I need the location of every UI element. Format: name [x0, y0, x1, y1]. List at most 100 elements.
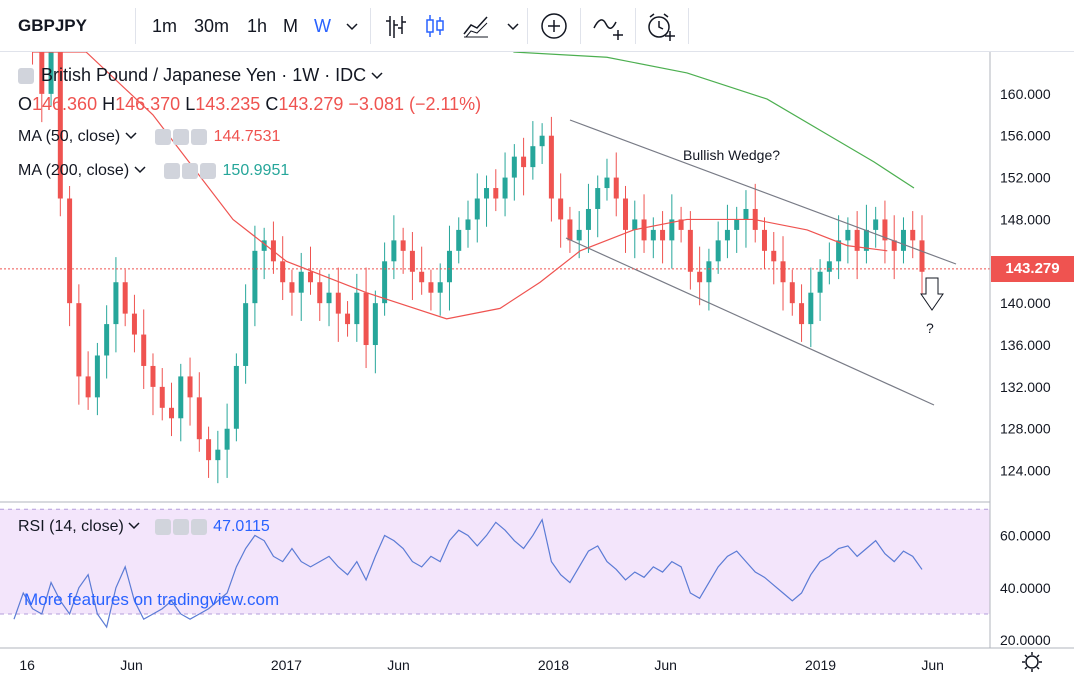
candle-body[interactable]	[678, 219, 684, 230]
candle-body[interactable]	[604, 177, 610, 189]
candle-body[interactable]	[715, 240, 721, 262]
chevron-down-icon[interactable]	[344, 12, 360, 40]
candle-body[interactable]	[363, 292, 369, 346]
candle-body[interactable]	[521, 156, 527, 168]
ma50-line[interactable]	[32, 51, 888, 320]
gear-icon[interactable]	[1022, 652, 1042, 672]
candle-body[interactable]	[298, 271, 304, 293]
candle-body[interactable]	[650, 229, 656, 241]
indicators-icon[interactable]	[592, 12, 626, 42]
candle-body[interactable]	[141, 334, 147, 366]
promo-link[interactable]: More features on tradingview.com	[24, 590, 280, 609]
candle-body[interactable]	[919, 240, 925, 272]
area-chart-icon[interactable]	[462, 12, 490, 40]
candle-body[interactable]	[76, 303, 82, 377]
rsi-label[interactable]: RSI (14, close)	[18, 518, 124, 535]
candle-body[interactable]	[854, 229, 860, 251]
symbol-search-button[interactable]: GBPJPY	[18, 16, 87, 35]
candle-body[interactable]	[660, 229, 666, 241]
chart-legend-title[interactable]: British Pound / Japanese Yen · 1W · IDC	[18, 65, 383, 86]
wedge-lower-trendline[interactable]	[565, 237, 935, 406]
candle-body[interactable]	[391, 240, 397, 262]
candle-body[interactable]	[159, 386, 165, 408]
data-window-icon[interactable]	[18, 68, 34, 85]
chevron-down-icon[interactable]	[128, 521, 140, 531]
candle-body[interactable]	[345, 313, 351, 325]
candle-body[interactable]	[576, 229, 582, 241]
candle-body[interactable]	[178, 376, 184, 419]
visibility-eye-icon[interactable]	[155, 128, 172, 145]
candle-body[interactable]	[382, 261, 388, 304]
candle-body[interactable]	[122, 282, 128, 314]
candle-body[interactable]	[558, 198, 564, 220]
candle-body[interactable]	[196, 397, 202, 440]
candle-body[interactable]	[623, 198, 629, 230]
visibility-eye-icon[interactable]	[164, 162, 181, 179]
chevron-down-icon[interactable]	[505, 12, 521, 40]
candle-body[interactable]	[326, 292, 332, 304]
ma200-line[interactable]	[513, 51, 915, 189]
candle-body[interactable]	[493, 188, 499, 199]
remove-close-icon[interactable]	[191, 128, 208, 145]
wedge-annotation[interactable]: Bullish Wedge?	[683, 147, 780, 163]
candle-body[interactable]	[817, 271, 823, 293]
candle-body[interactable]	[67, 198, 73, 304]
candle-body[interactable]	[354, 292, 360, 325]
down-arrow-annotation[interactable]	[920, 277, 944, 311]
candle-body[interactable]	[900, 229, 906, 251]
candle-body[interactable]	[233, 365, 239, 429]
candle-body[interactable]	[289, 282, 295, 293]
candle-body[interactable]	[187, 376, 193, 398]
candle-body[interactable]	[761, 229, 767, 251]
candle-body[interactable]	[280, 261, 286, 283]
interval-1h-button[interactable]: 1h	[247, 16, 268, 36]
ma50-label[interactable]: MA (50, close)	[18, 128, 121, 145]
candle-body[interactable]	[585, 208, 591, 230]
interval-1m-button[interactable]: 1m	[152, 16, 178, 36]
remove-close-icon[interactable]	[190, 518, 207, 535]
ma200-label[interactable]: MA (200, close)	[18, 162, 130, 179]
ma200-legend[interactable]: MA (200, close) 150.9951	[18, 162, 289, 180]
remove-close-icon[interactable]	[200, 162, 217, 179]
candle-body[interactable]	[131, 313, 137, 335]
interval-month-button[interactable]: M	[283, 16, 298, 36]
bar-chart-icon[interactable]	[383, 12, 409, 40]
ma50-legend[interactable]: MA (50, close) 144.7531	[18, 128, 280, 146]
candle-body[interactable]	[567, 219, 573, 241]
candle-body[interactable]	[409, 250, 415, 272]
question-annotation[interactable]: ?	[926, 320, 934, 336]
candle-body[interactable]	[789, 282, 795, 304]
candle-body[interactable]	[502, 177, 508, 199]
chevron-down-icon[interactable]	[125, 131, 137, 141]
candle-body[interactable]	[317, 282, 323, 304]
candle-body[interactable]	[113, 282, 119, 325]
chevron-down-icon[interactable]	[134, 165, 146, 175]
visibility-eye-icon[interactable]	[154, 518, 171, 535]
candle-body[interactable]	[243, 303, 249, 366]
candle-body[interactable]	[465, 219, 471, 230]
wedge-upper-trendline[interactable]	[569, 119, 957, 265]
candle-body[interactable]	[613, 177, 619, 199]
candle-body[interactable]	[697, 271, 703, 283]
candle-body[interactable]	[873, 219, 879, 230]
candle-body[interactable]	[845, 229, 851, 241]
candle-body[interactable]	[548, 135, 554, 199]
candle-body[interactable]	[632, 219, 638, 230]
candle-body[interactable]	[734, 219, 740, 230]
candle-body[interactable]	[169, 407, 175, 419]
candle-body[interactable]	[428, 282, 434, 293]
candles-icon[interactable]	[422, 12, 448, 40]
settings-gear-icon[interactable]	[182, 162, 199, 179]
candle-body[interactable]	[252, 250, 258, 304]
candle-body[interactable]	[863, 229, 869, 251]
candle-body[interactable]	[780, 261, 786, 283]
candle-body[interactable]	[882, 219, 888, 241]
candle-body[interactable]	[224, 428, 230, 450]
rsi-legend[interactable]: RSI (14, close) 47.0115	[18, 518, 270, 536]
candle-body[interactable]	[910, 229, 916, 241]
candle-body[interactable]	[771, 250, 777, 262]
candle-body[interactable]	[706, 261, 712, 283]
candle-body[interactable]	[511, 156, 517, 178]
candle-body[interactable]	[724, 229, 730, 241]
